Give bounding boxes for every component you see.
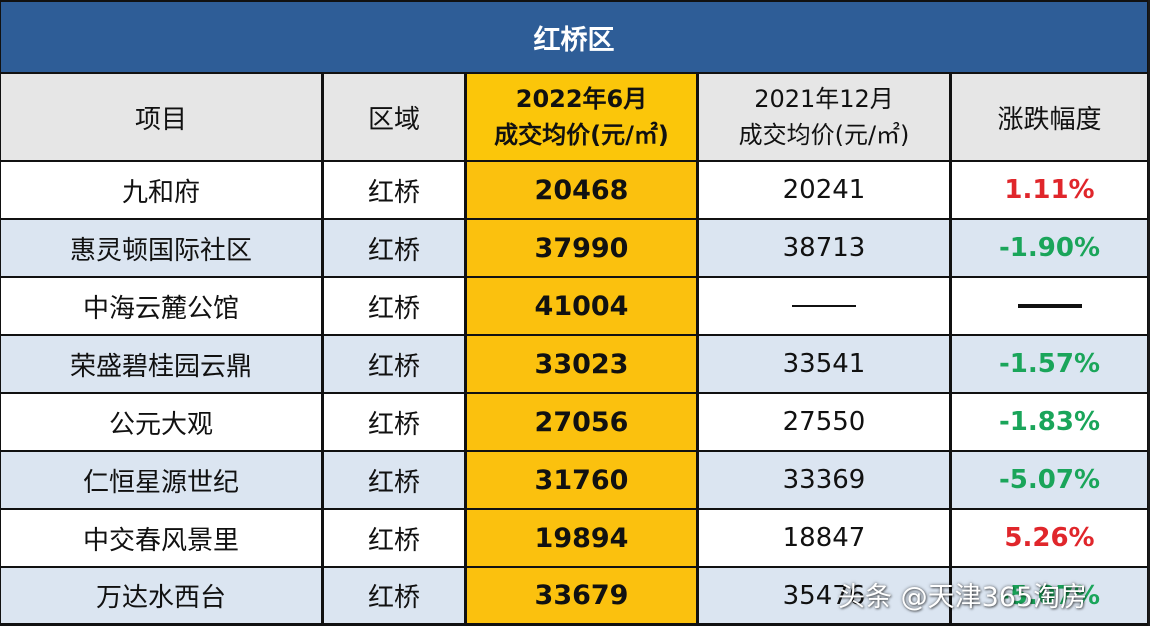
- cell-project: 中交春风景里: [1, 510, 321, 566]
- no-data-dash: [1017, 304, 1082, 308]
- cell-change: -5.07%: [952, 568, 1147, 623]
- table-title: 红桥区: [1, 2, 1147, 72]
- table-row: 中海云麓公馆 红桥 41004: [0, 278, 1148, 334]
- cell-district: 红桥: [324, 162, 464, 218]
- header-current-line1: 2022年6月: [515, 85, 648, 113]
- cell-current-price: 33679: [467, 568, 696, 623]
- cell-previous-price: 20241: [699, 162, 949, 218]
- cell-change: 5.26%: [952, 510, 1147, 566]
- cell-current-price: 20468: [467, 162, 696, 218]
- cell-change: [952, 278, 1147, 334]
- header-district: 区域: [324, 74, 464, 160]
- header-current-line2: 成交均价(元/㎡): [494, 121, 669, 149]
- cell-previous-price: 18847: [699, 510, 949, 566]
- cell-previous-price: 35476: [699, 568, 949, 623]
- cell-district: 红桥: [324, 278, 464, 334]
- cell-district: 红桥: [324, 336, 464, 392]
- cell-current-price: 19894: [467, 510, 696, 566]
- cell-change: -5.07%: [952, 452, 1147, 508]
- cell-previous-price: 33541: [699, 336, 949, 392]
- table-row: 荣盛碧桂园云鼎 红桥 33023 33541 -1.57%: [0, 336, 1148, 392]
- table-row: 惠灵顿国际社区 红桥 37990 38713 -1.90%: [0, 220, 1148, 276]
- table-row: 公元大观 红桥 27056 27550 -1.83%: [0, 394, 1148, 450]
- header-previous-line2: 成交均价(元/㎡): [738, 121, 910, 149]
- cell-previous-price: 27550: [699, 394, 949, 450]
- header-project: 项目: [1, 74, 321, 160]
- no-data-dash: [792, 305, 856, 307]
- cell-current-price: 37990: [467, 220, 696, 276]
- cell-project: 中海云麓公馆: [1, 278, 321, 334]
- table-row: 万达水西台 红桥 33679 35476 -5.07%: [0, 568, 1148, 623]
- cell-current-price: 33023: [467, 336, 696, 392]
- cell-district: 红桥: [324, 394, 464, 450]
- cell-change: -1.57%: [952, 336, 1147, 392]
- cell-project: 荣盛碧桂园云鼎: [1, 336, 321, 392]
- cell-project: 仁恒星源世纪: [1, 452, 321, 508]
- cell-district: 红桥: [324, 220, 464, 276]
- table-row: 九和府 红桥 20468 20241 1.11%: [0, 162, 1148, 218]
- cell-previous-price: 38713: [699, 220, 949, 276]
- cell-previous-price: [699, 278, 949, 334]
- cell-project: 公元大观: [1, 394, 321, 450]
- source-watermark: 头条 @天津365淘房: [838, 581, 1088, 613]
- cell-district: 红桥: [324, 452, 464, 508]
- cell-project: 万达水西台: [1, 568, 321, 623]
- header-change: 涨跌幅度: [952, 74, 1147, 160]
- header-row: 项目 区域 2022年6月 成交均价(元/㎡) 2021年12月 成交均价(元/…: [0, 74, 1148, 160]
- cell-change: 1.11%: [952, 162, 1147, 218]
- table-row: 仁恒星源世纪 红桥 31760 33369 -5.07%: [0, 452, 1148, 508]
- cell-project: 惠灵顿国际社区: [1, 220, 321, 276]
- table-row: 中交春风景里 红桥 19894 18847 5.26%: [0, 510, 1148, 566]
- cell-current-price: 27056: [467, 394, 696, 450]
- cell-change: -1.83%: [952, 394, 1147, 450]
- cell-current-price: 41004: [467, 278, 696, 334]
- cell-change: -1.90%: [952, 220, 1147, 276]
- cell-current-price: 31760: [467, 452, 696, 508]
- cell-project: 九和府: [1, 162, 321, 218]
- cell-district: 红桥: [324, 510, 464, 566]
- header-previous-price: 2021年12月 成交均价(元/㎡): [699, 74, 949, 160]
- cell-previous-price: 33369: [699, 452, 949, 508]
- cell-district: 红桥: [324, 568, 464, 623]
- header-current-price: 2022年6月 成交均价(元/㎡): [467, 74, 696, 160]
- header-previous-line1: 2021年12月: [754, 85, 894, 113]
